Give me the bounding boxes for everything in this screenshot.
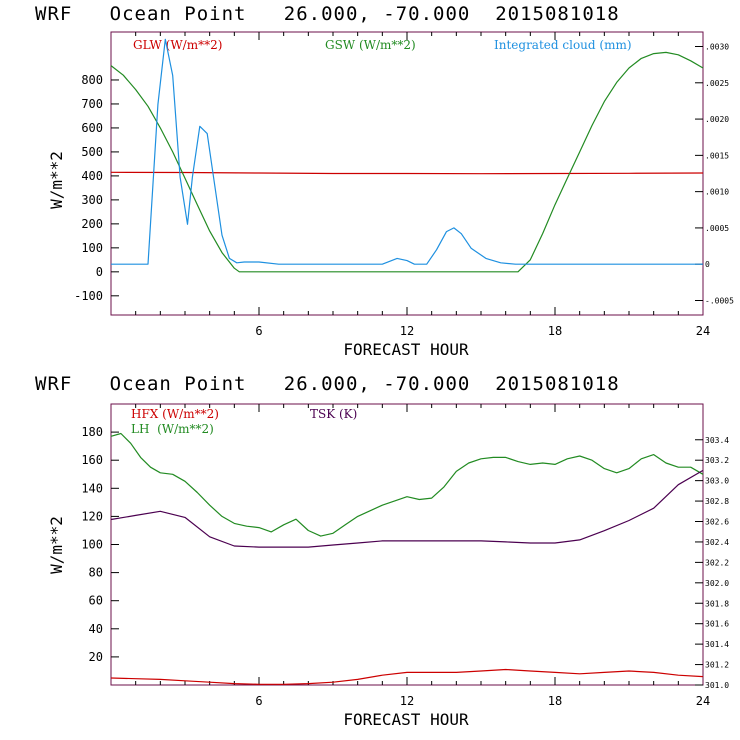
top-y-axis-label: W/m**2	[47, 151, 66, 209]
top-y-tick-label: 400	[81, 169, 103, 183]
bottom-right-tick-label: 303.2	[705, 456, 729, 465]
bottom-right-tick-label: 302.0	[705, 579, 729, 588]
top-series-integrated	[111, 38, 703, 265]
bottom-y-tick-label: 180	[81, 425, 103, 439]
top-chart-title: WRF Ocean Point 26.000, -70.000 20150810…	[35, 3, 620, 25]
bottom-plot-frame	[110, 403, 704, 686]
bottom-x-tick-label: 18	[548, 694, 562, 708]
legend-tsk: TSK (K)	[310, 407, 357, 421]
series-layer	[110, 38, 704, 685]
top-right-tick-label: 0	[705, 260, 710, 269]
top-y-tick-label: 500	[81, 145, 103, 159]
bottom-right-tick-label: 302.6	[705, 518, 729, 527]
top-right-tick-label: .0010	[705, 188, 729, 197]
bottom-right-tick-label: 302.2	[705, 558, 729, 567]
top-series-gsw	[110, 51, 704, 273]
bottom-right-tick-label: 303.0	[705, 477, 729, 486]
top-right-tick-label: .0020	[705, 115, 729, 124]
top-right-tick-label: .0005	[705, 224, 729, 233]
bottom-x-axis-label: FORECAST HOUR	[343, 710, 469, 729]
bottom-right-tick-label: 301.2	[705, 661, 729, 670]
bottom-series-lh	[110, 432, 704, 537]
top-y-tick-label: 800	[81, 73, 103, 87]
top-right-tick-label: .0025	[705, 79, 729, 88]
bottom-right-tick-label: 301.6	[705, 620, 729, 629]
bottom-y-tick-label: 40	[89, 622, 103, 636]
bottom-y-tick-label: 20	[89, 650, 103, 664]
bottom-y-axis-label: W/m**2	[47, 516, 66, 574]
top-right-tick-label: .0015	[705, 151, 729, 160]
bottom-y-tick-label: 160	[81, 453, 103, 467]
bottom-right-tick-label: 301.0	[705, 681, 729, 690]
legend-glw: GLW (W/m**2)	[133, 38, 222, 52]
bottom-y-tick-label: 100	[81, 538, 103, 552]
top-series-glw	[110, 171, 704, 175]
bottom-chart-title: WRF Ocean Point 26.000, -70.000 20150810…	[35, 373, 620, 395]
top-y-tick-label: 100	[81, 241, 103, 255]
tick-layer: 6 12 18 24-1000100200300400500600700800-.00…	[74, 32, 734, 708]
top-right-tick-label: .0030	[705, 43, 729, 52]
top-right-tick-label: -.0005	[705, 296, 734, 305]
top-y-tick-label: 200	[81, 217, 103, 231]
bottom-y-tick-label: 140	[81, 481, 103, 495]
top-x-tick-label: 12	[400, 324, 414, 338]
bottom-right-tick-label: 302.4	[705, 538, 729, 547]
legend-lh: LH (W/m**2)	[131, 422, 214, 436]
bottom-series-tsk	[110, 469, 704, 548]
bottom-x-tick-label: 6	[255, 694, 262, 708]
bottom-y-tick-label: 120	[81, 509, 103, 523]
top-y-tick-label: 600	[81, 121, 103, 135]
top-y-tick-label: 0	[96, 265, 103, 279]
top-x-tick-label: 6	[255, 324, 262, 338]
bottom-right-tick-label: 303.4	[705, 436, 729, 445]
bottom-right-tick-label: 302.8	[705, 497, 729, 506]
bottom-series-hfx	[110, 668, 704, 685]
bottom-y-tick-label: 80	[89, 566, 103, 580]
legend-hfx: HFX (W/m**2)	[131, 407, 219, 421]
bottom-x-tick-label: 12	[400, 694, 414, 708]
bottom-x-tick-label: 24	[696, 694, 710, 708]
legend-gsw: GSW (W/m**2)	[325, 38, 416, 52]
top-y-tick-label: 300	[81, 193, 103, 207]
bottom-right-tick-label: 301.8	[705, 599, 729, 608]
top-x-axis-label: FORECAST HOUR	[343, 340, 469, 359]
top-x-tick-label: 18	[548, 324, 562, 338]
top-y-tick-label: -100	[74, 289, 103, 303]
bottom-y-tick-label: 60	[89, 594, 103, 608]
bottom-right-tick-label: 301.4	[705, 640, 729, 649]
top-x-tick-label: 24	[696, 324, 710, 338]
top-y-tick-label: 700	[81, 97, 103, 111]
legend-integrated-cloud: Integrated cloud (mm)	[494, 38, 632, 52]
